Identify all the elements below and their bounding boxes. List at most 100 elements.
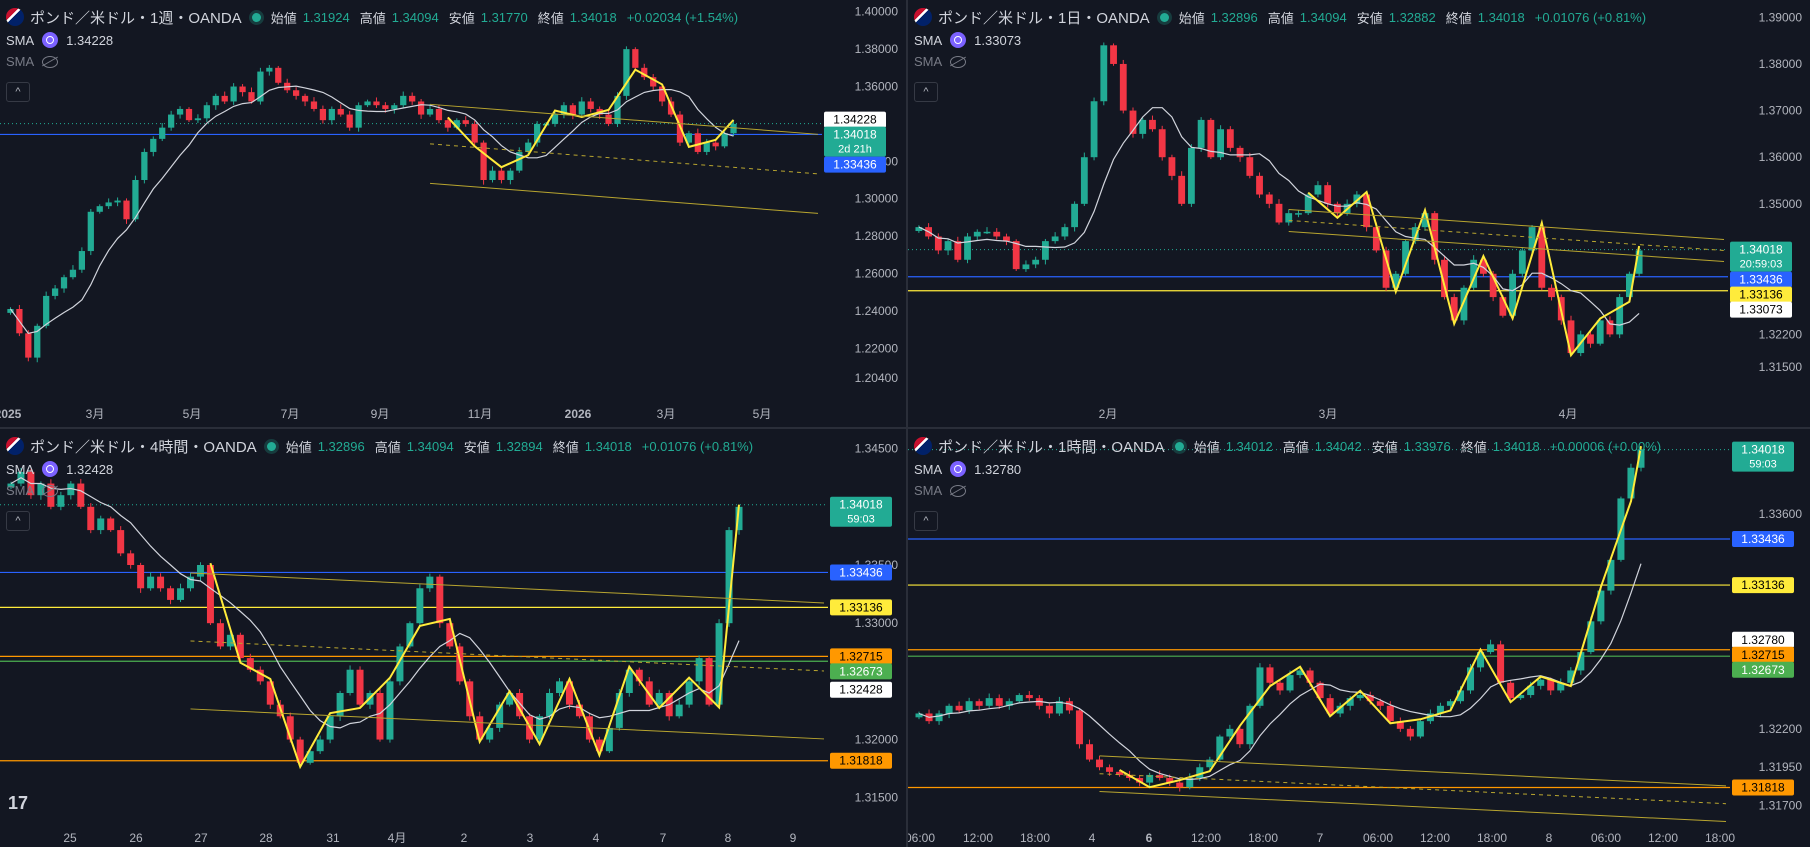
x-tick-label: 18:00 [1705,831,1735,845]
channel-line-lower [1099,791,1727,823]
eye-hidden-icon[interactable] [950,484,967,497]
candle-body [650,77,657,87]
candle-body [1065,701,1073,711]
low-label: 安値 [1356,10,1383,26]
indicator-settings-icon[interactable] [950,32,967,48]
candle-body [1246,157,1254,176]
high-label: 高値 [1282,439,1309,455]
legend-header: ポンド／米ドル・1時間・OANDA 始値 1.34012 高値 1.34042 安値… [914,435,1665,457]
candle-body [1333,203,1341,214]
sma-indicator-row[interactable]: SMA 1.33073 [914,32,1021,48]
chart-panel-4h[interactable]: 1.345001.335001.330001.320001.3150025262… [0,429,906,847]
eye-hidden-icon[interactable] [950,55,967,68]
currency-flag-icon [6,8,24,26]
chart-canvas-weekly[interactable]: 1.400001.380001.360001.320001.300001.280… [0,0,906,427]
candle-body [1396,721,1404,729]
price-tag-label: 1.33436 [1739,273,1783,287]
candle-body [1116,771,1124,775]
legend-header: ポンド／米ドル・1日・OANDA 始値 1.32896 高値 1.34094 安値 1… [914,6,1650,28]
candle-body [675,704,683,717]
candle-body [426,108,434,115]
chart-panel-daily[interactable]: 1.39000 1.38000 1.37000 1.36000 1.35000 1.322… [908,0,1810,427]
candle-body [78,251,86,270]
chart-canvas-daily[interactable]: 1.39000 1.38000 1.37000 1.36000 1.35000 1.322… [908,0,1810,427]
y-tick-label: 1.39000 [1759,10,1803,24]
channel-line-upper [190,572,825,604]
candle-body [1075,710,1083,745]
collapse-legend-button[interactable]: ^ [914,511,938,531]
change-value: +0.02034 (+1.54%) [626,9,739,25]
sma-indicator-row[interactable]: SMA 1.32780 [914,461,1021,477]
candle-body [498,170,505,180]
candle-body [565,681,573,705]
candle-body [551,114,559,124]
price-tag-label: 1.32673 [1741,663,1785,677]
candle-body [67,483,75,496]
sma-hidden-row[interactable]: SMA [914,483,967,498]
candle-body [1186,777,1194,788]
candle-body [1012,241,1020,270]
sma-hidden-row[interactable]: SMA [914,54,967,69]
candle-body [400,95,407,106]
high-value: 1.34094 [406,438,454,454]
y-tick-label: 1.38000 [855,42,899,56]
eye-hidden-icon[interactable] [42,484,59,497]
chart-panel-1h[interactable]: 1.33600 1.32200 1.31950 1.31700 06:00 12:00 18… [908,429,1810,847]
candle-body [1324,185,1332,204]
symbol-title[interactable]: ポンド／米ドル・1日・OANDA [938,9,1150,27]
price-tag-label: 1.33436 [833,158,877,172]
candle-body [176,108,184,115]
market-status-icon [251,12,261,22]
candle-body [1538,227,1546,288]
candle-body [301,95,309,102]
symbol-title[interactable]: ポンド／米ドル・1時間・OANDA [938,438,1165,456]
high-value: 1.34042 [1314,438,1362,454]
collapse-legend-button[interactable]: ^ [914,82,938,102]
candle-body [396,646,404,682]
collapse-legend-button[interactable]: ^ [6,511,30,531]
sma-indicator-row[interactable]: SMA 1.34228 [6,32,113,48]
chart-canvas-1h[interactable]: 1.33600 1.32200 1.31950 1.31700 06:00 12:00 18… [908,429,1810,847]
candle-body [1316,682,1324,699]
open-label: 始値 [1178,10,1205,26]
candle-body [1625,273,1633,298]
channel-line-upper [429,103,819,135]
sma-indicator-row[interactable]: SMA 1.32428 [6,461,113,477]
sma-value: 1.34228 [66,32,114,48]
candle-body [275,67,282,83]
x-tick-label: 4 [1089,831,1096,845]
symbol-title[interactable]: ポンド／米ドル・4時間・OANDA [30,438,257,456]
candle-body [391,105,398,109]
y-tick-label: 1.20400 [855,371,899,385]
sma-hidden-row[interactable]: SMA [6,483,59,498]
price-tag-label: 1.34018 [1741,443,1785,457]
open-label: 始値 [270,10,297,26]
indicator-settings-icon[interactable] [42,32,59,48]
symbol-title[interactable]: ポンド／米ドル・1週・OANDA [30,9,242,27]
legend-header: ポンド／米ドル・4時間・OANDA 始値 1.32896 高値 1.34094 安値… [6,435,757,457]
close-label: 終値 [537,10,564,26]
eye-hidden-icon[interactable] [42,55,59,68]
channel-line-upper [1099,755,1727,787]
chart-panel-weekly[interactable]: 1.400001.380001.360001.320001.300001.280… [0,0,906,427]
open-label: 始値 [1193,439,1220,455]
panel-divider-horizontal[interactable] [0,427,1810,429]
indicator-settings-icon[interactable] [42,461,59,477]
indicator-settings-icon[interactable] [950,461,967,477]
collapse-legend-button[interactable]: ^ [6,82,30,102]
close-value: 1.34018 [1477,9,1525,25]
candle-body [1256,175,1263,195]
chart-canvas-4h[interactable]: 1.345001.335001.330001.320001.3150025262… [0,429,906,847]
sma-hidden-row[interactable]: SMA [6,54,59,69]
x-tick-label: 31 [326,831,340,845]
price-tag [1732,779,1794,796]
price-tag [830,752,892,769]
candle-body [1372,227,1380,251]
candle-body [123,200,130,220]
panel-divider-vertical[interactable] [906,0,908,847]
candle-body [705,658,713,705]
candle-body [239,86,246,93]
currency-flag-icon [914,8,932,26]
tradingview-logo-icon[interactable]: 17 [8,793,29,813]
y-tick-label: 1.31700 [1759,799,1803,813]
